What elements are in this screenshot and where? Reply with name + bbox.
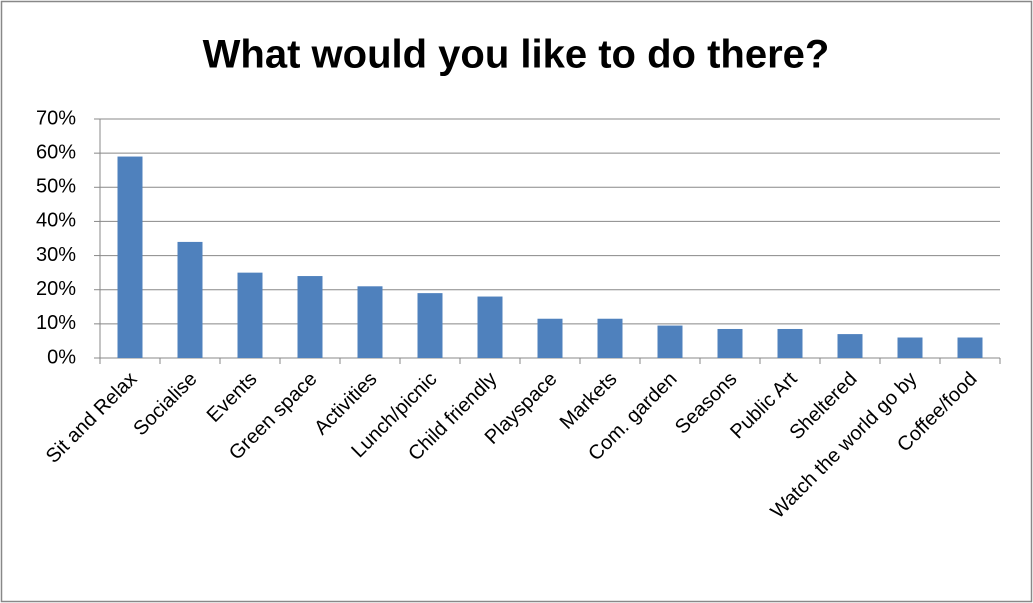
y-tick-label: 10% xyxy=(36,312,76,334)
y-tick-label: 0% xyxy=(47,346,76,368)
bar xyxy=(777,328,803,358)
bar xyxy=(597,318,623,358)
bar xyxy=(177,241,203,358)
bar xyxy=(537,318,563,358)
chart-title: What would you like to do there? xyxy=(203,33,830,77)
y-tick-label: 50% xyxy=(36,176,76,198)
bar xyxy=(837,334,863,358)
y-tick-label: 70% xyxy=(36,107,76,129)
bar xyxy=(117,156,143,358)
bar xyxy=(417,293,443,358)
y-tick-label: 20% xyxy=(36,278,76,300)
bar xyxy=(717,328,743,358)
bar xyxy=(237,272,263,358)
bar xyxy=(957,337,983,358)
bar xyxy=(897,337,923,358)
bar xyxy=(357,286,383,358)
y-tick-label: 40% xyxy=(36,210,76,232)
bar xyxy=(297,276,323,358)
bar xyxy=(657,325,683,358)
y-tick-label: 60% xyxy=(36,141,76,163)
bar xyxy=(477,296,503,358)
y-tick-label: 30% xyxy=(36,244,76,266)
